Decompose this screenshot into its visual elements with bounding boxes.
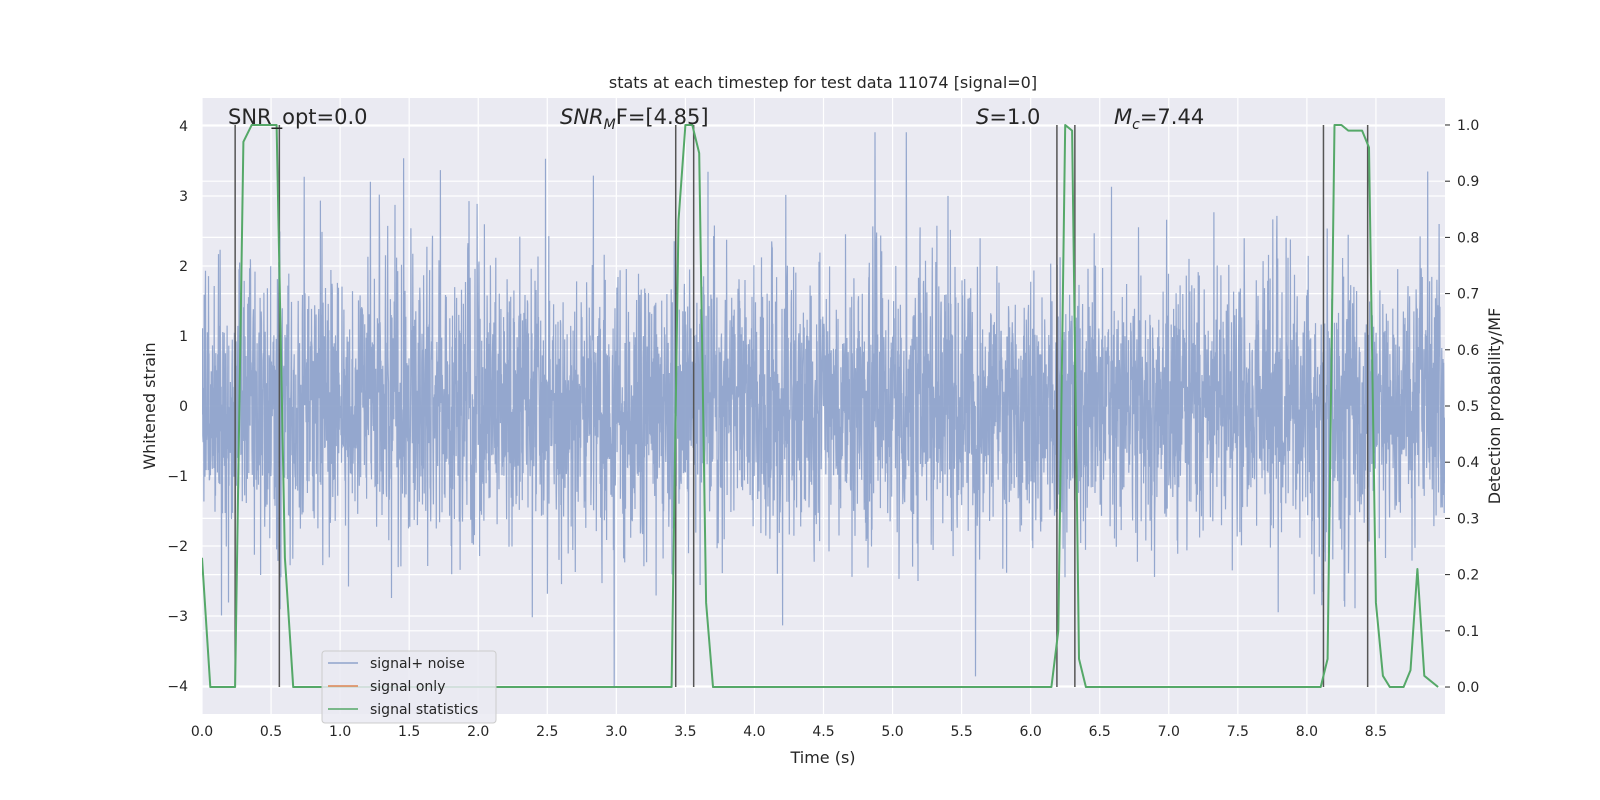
y2-axis-label: Detection probability/MF	[1485, 308, 1504, 505]
y2-tick-label: 0.4	[1457, 455, 1479, 471]
legend: signal+ noise signal only signal statist…	[321, 650, 497, 724]
y-tick-label: −2	[167, 539, 188, 555]
x-tick-label: 2.5	[536, 724, 558, 740]
y2-tick-label: 0.0	[1457, 680, 1479, 696]
x-tick-label: 4.5	[812, 724, 834, 740]
annotation-mc: Mc=7.44	[1114, 105, 1204, 133]
annotation-mc-var: M	[1114, 105, 1132, 129]
y-tick-label: 3	[179, 189, 188, 205]
y2-ticks: 1.0 0.9 0.8 0.7 0.6 0.5 0.4 0.3 0.2 0.1 0.0	[1445, 118, 1479, 696]
legend-box	[321, 650, 497, 724]
y-tick-label: −3	[167, 609, 188, 625]
statistics-line	[202, 124, 1439, 688]
y-tick-label: 4	[179, 119, 188, 135]
y-tick-label: 0	[179, 399, 188, 415]
annotation-mc-sub: c	[1132, 117, 1140, 133]
x-tick-label: 6.0	[1020, 724, 1042, 740]
y2-tick-label: 1.0	[1457, 118, 1479, 134]
x-ticks: 0.0 0.5 1.0 1.5 2.0 2.5 3.0 3.5 4.0 4.5 5.0 5.5 6.0 6…	[191, 724, 1387, 740]
y2-tick-label: 0.8	[1457, 230, 1479, 246]
x-tick-label: 6.5	[1089, 724, 1111, 740]
y2-tick-label: 0.2	[1457, 568, 1479, 584]
annotation-snr-mf: SNRMF=[4.85]	[560, 105, 709, 133]
noise-trace	[202, 132, 1445, 687]
y-tick-label: −1	[167, 469, 188, 485]
x-tick-label: 7.0	[1158, 724, 1180, 740]
y2-tick-label: 0.7	[1457, 287, 1479, 303]
annotation-mc-rest: =7.44	[1140, 105, 1204, 129]
y-axis-label: Whitened strain	[140, 342, 159, 469]
annotation-snr-mf-var: SNR	[560, 105, 604, 129]
legend-label-statistics: signal statistics	[370, 702, 478, 718]
y-ticks: 4 3 2 1 0 −1 −2 −3 −4	[167, 119, 188, 695]
x-tick-label: 3.5	[674, 724, 696, 740]
chart-title: stats at each timestep for test data 110…	[609, 73, 1037, 92]
annotation-s-var: S	[976, 105, 989, 129]
y-tick-label: −4	[167, 679, 188, 695]
x-tick-label: 5.5	[950, 724, 972, 740]
y2-tick-label: 0.9	[1457, 174, 1479, 190]
x-tick-label: 5.0	[881, 724, 903, 740]
x-tick-label: 8.5	[1365, 724, 1387, 740]
y2-tick-label: 0.3	[1457, 511, 1479, 527]
annotation-s: S=1.0	[976, 105, 1040, 129]
noise-series	[202, 132, 1445, 687]
statistics-series	[202, 124, 1439, 688]
x-tick-label: 8.0	[1296, 724, 1318, 740]
x-tick-label: 0.5	[260, 724, 282, 740]
x-tick-label: 1.0	[329, 724, 351, 740]
y2-tick-label: 0.6	[1457, 343, 1479, 359]
x-tick-label: 7.5	[1227, 724, 1249, 740]
annotation-snr-mf-rest: F=[4.85]	[616, 105, 709, 129]
x-axis-label: Time (s)	[789, 748, 855, 767]
y2-tick-label: 0.5	[1457, 399, 1479, 415]
x-tick-label: 2.0	[467, 724, 489, 740]
legend-label-signal-only: signal only	[370, 679, 445, 695]
y2-tick-label: 0.1	[1457, 624, 1479, 640]
y-tick-label: 1	[179, 329, 188, 345]
annotation-snr-opt: SNR_opt=0.0	[228, 105, 368, 130]
x-tick-label: 3.0	[605, 724, 627, 740]
annotation-snr-mf-sub: M	[604, 117, 616, 133]
y-tick-label: 2	[179, 259, 188, 275]
legend-label-noise: signal+ noise	[370, 656, 465, 672]
x-tick-label: 4.0	[743, 724, 765, 740]
x-tick-label: 1.5	[398, 724, 420, 740]
annotation-s-rest: =1.0	[989, 105, 1040, 129]
x-tick-label: 0.0	[191, 724, 213, 740]
